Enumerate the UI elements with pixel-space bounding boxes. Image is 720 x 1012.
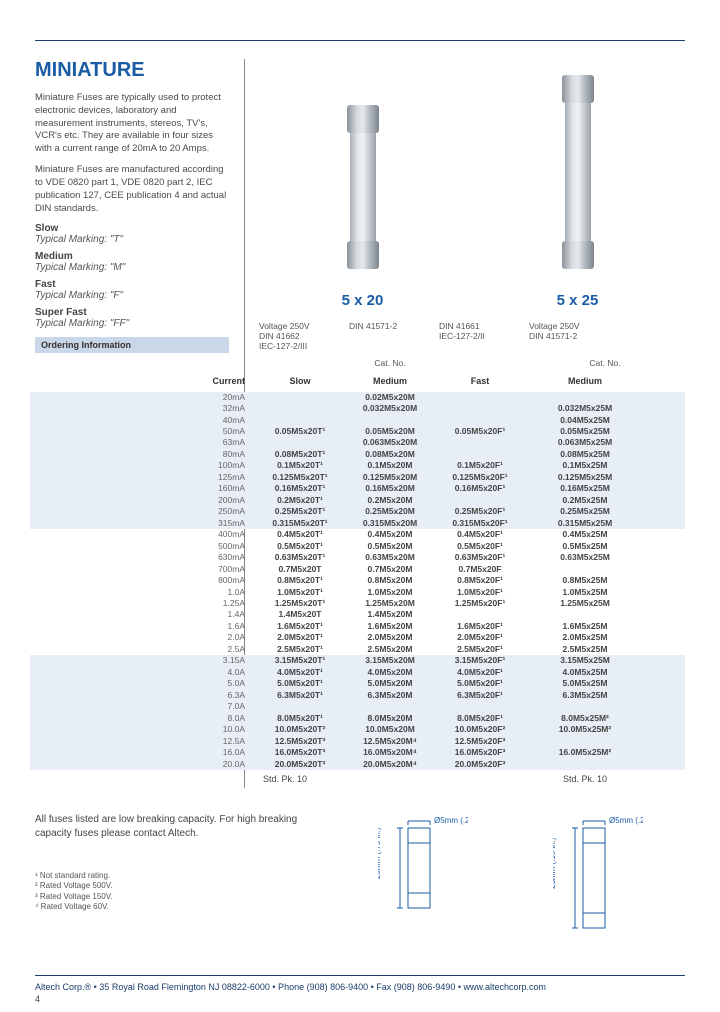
svg-text:Ø5mm (.2 in.): Ø5mm (.2 in.) [609,816,643,825]
speed-name: Medium [35,251,229,262]
svg-text:25mm (.99 in.): 25mm (.99 in.) [553,837,557,889]
footnote: ⁴ Rated Voltage 60V. [35,902,315,912]
table-row: 80mA0.08M5x20T¹0.08M5x20M0.08M5x25M [30,449,685,460]
dim-5x20: Ø5mm (.2 in.) 20mm (.79 in.) [378,813,468,925]
table-row: 700mA0.7M5x20T0.7M5x20M0.7M5x20F [30,564,685,575]
table-row: 63mA0.063M5x20M0.063M5x25M [30,437,685,448]
page-title: MINIATURE [35,59,229,82]
table-row: 40mA0.04M5x25M [30,415,685,426]
table-row: 2.5A2.5M5x20T¹2.5M5x20M2.5M5x20F¹2.5M5x2… [30,644,685,655]
bottom-note: All fuses listed are low breaking capaci… [35,813,315,841]
table-row: 1.4A1.4M5x20T1.4M5x20M [30,609,685,620]
table-row: 50mA0.05M5x20T¹0.05M5x20M0.05M5x20F¹0.05… [30,426,685,437]
table-row: 1.0A1.0M5x20T¹1.0M5x20M1.0M5x20F¹1.0M5x2… [30,587,685,598]
table-row: 7.0A [30,701,685,712]
table-row: 400mA0.4M5x20T¹0.4M5x20M0.4M5x20F¹0.4M5x… [30,529,685,540]
table-row: 250mA0.25M5x20T¹0.25M5x20M0.25M5x20F¹0.2… [30,506,685,517]
footnote: ² Rated Voltage 500V. [35,881,315,891]
fuse-image-5x25: 5 x 25 [553,67,603,309]
catno-5x20: Cat. No. [255,358,525,368]
footnote: ³ Rated Voltage 150V. [35,892,315,902]
table-row: 800mA0.8M5x20T¹0.8M5x20M0.8M5x20F¹0.8M5x… [30,575,685,586]
speed-marking: Typical Marking: "F" [35,290,229,301]
fuse-image-5x20: 5 x 20 [338,97,388,309]
table-row: 1.6A1.6M5x20T¹1.6M5x20M1.6M5x20F¹1.6M5x2… [30,621,685,632]
current-hdr: Current [30,376,255,386]
hdr-5x20-fast: DIN 41661 IEC-127-2/II [435,321,525,352]
medium2-hdr: Medium [525,376,645,386]
table-row: 630mA0.63M5x20T¹0.63M5x20M0.63M5x20F¹0.6… [30,552,685,563]
speed-name: Fast [35,279,229,290]
table-row: 10.0A10.0M5x20T²10.0M5x20M10.0M5x20F²10.… [30,724,685,735]
svg-text:20mm (.79 in.): 20mm (.79 in.) [378,827,382,879]
speed-marking: Typical Marking: "M" [35,262,229,273]
intro-para-1: Miniature Fuses are typically used to pr… [35,92,229,156]
slow-hdr: Slow [255,376,345,386]
page-number: 4 [35,994,40,1004]
stdpk-2: Std. Pk. 10 [525,774,645,784]
table-row: 20.0A20.0M5x20T³20.0M5x20M⁴20.0M5x20F³ [30,759,685,770]
table-row: 6.3A6.3M5x20T¹6.3M5x20M6.3M5x20F¹6.3M5x2… [30,690,685,701]
table-row: 125mA0.125M5x20T¹0.125M5x20M0.125M5x20F¹… [30,472,685,483]
hdr-5x25-medium: Voltage 250V DIN 41571-2 [525,321,685,341]
table-row: 3.15A3.15M5x20T¹3.15M5x20M3.15M5x20F¹3.1… [30,655,685,666]
table-row: 2.0A2.0M5x20T¹2.0M5x20M2.0M5x20F¹2.0M5x2… [30,632,685,643]
table-row: 4.0A4.0M5x20T¹4.0M5x20M4.0M5x20F¹4.0M5x2… [30,667,685,678]
table-row: 16.0A16.0M5x20T³16.0M5x20M⁴16.0M5x20F³16… [30,747,685,758]
table-row: 1.25A1.25M5x20T¹1.25M5x20M1.25M5x20F¹1.2… [30,598,685,609]
stdpk-1: Std. Pk. 10 [255,774,345,784]
hdr-5x20-medium: DIN 41571-2 [345,321,435,352]
speed-name: Slow [35,223,229,234]
table-row: 500mA0.5M5x20T¹0.5M5x20M0.5M5x20F¹0.5M5x… [30,541,685,552]
fast-hdr: Fast [435,376,525,386]
table-row: 8.0A8.0M5x20T¹8.0M5x20M8.0M5x20F¹8.0M5x2… [30,713,685,724]
table-row: 20mA0.02M5x20M [30,392,685,403]
table-row: 200mA0.2M5x20T¹0.2M5x20M0.2M5x25M [30,495,685,506]
footnote: ¹ Not standard rating. [35,871,315,881]
table-row: 100mA0.1M5x20T¹0.1M5x20M0.1M5x20F¹0.1M5x… [30,460,685,471]
table-row: 160mA0.16M5x20T¹0.16M5x20M0.16M5x20F¹0.1… [30,483,685,494]
intro-para-2: Miniature Fuses are manufactured accordi… [35,164,229,215]
table-row: 32mA0.032M5x20M0.032M5x25M [30,403,685,414]
footer: Altech Corp.® • 35 Royal Road Flemington… [35,975,685,992]
catno-5x25: Cat. No. [525,358,685,368]
speed-marking: Typical Marking: "T" [35,234,229,245]
table-row: 12.5A12.5M5x20T³12.5M5x20M⁴12.5M5x20F³ [30,736,685,747]
svg-text:Ø5mm (.2 in.): Ø5mm (.2 in.) [434,816,468,825]
medium-hdr: Medium [345,376,435,386]
table-row: 315mA0.315M5x20T¹0.315M5x20M0.315M5x20F¹… [30,518,685,529]
hdr-5x20-slow: Voltage 250V DIN 41662 IEC-127-2/III [255,321,345,352]
dim-5x25: Ø5mm (.2 in.) 25mm (.99 in.) [553,813,643,945]
table-row: 5.0A5.0M5x20T¹5.0M5x20M5.0M5x20F¹5.0M5x2… [30,678,685,689]
